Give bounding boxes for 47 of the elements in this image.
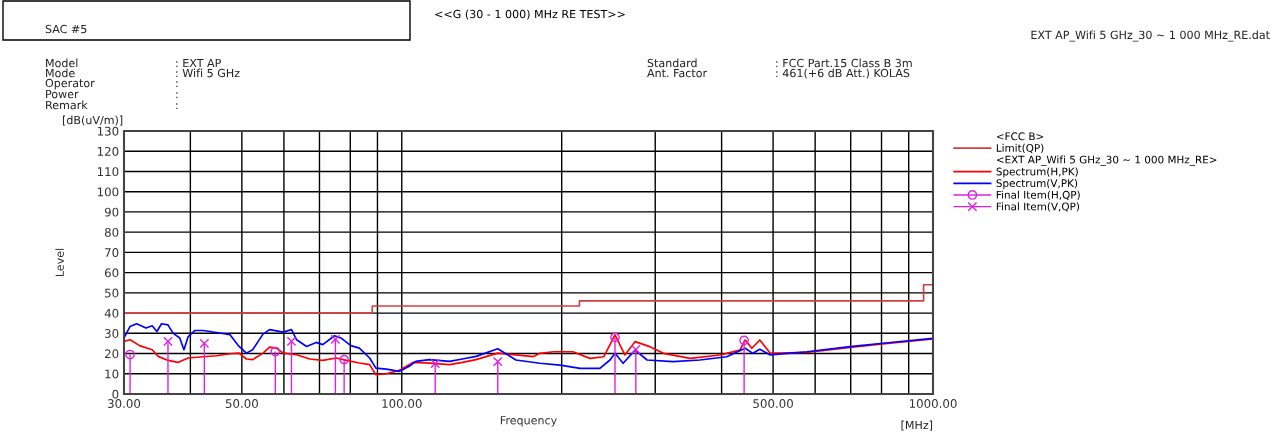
text: <EXT AP_Wifi 5 GHz_30 ~ 1 000 MHz_RE> <box>996 155 1217 166</box>
x-axis-title: Frequency <box>500 416 557 427</box>
y-tick-label: 110 <box>97 167 119 177</box>
text: <FCC B> <box>996 132 1044 141</box>
text: [dB(uV/m)] <box>62 115 123 126</box>
text: : Wifi 5 GHz <box>176 68 240 78</box>
y-tick-label: 20 <box>104 349 119 359</box>
text: : <box>176 103 178 110</box>
y-tick-label: 70 <box>105 248 119 258</box>
legend-label: Limit(QP) <box>996 143 1044 154</box>
legend-label: Spectrum(H,PK) <box>996 167 1078 178</box>
chart-title: <<G (30 - 1 000) MHz RE TEST>> <box>435 9 625 20</box>
y-tick-label: 10 <box>105 369 119 379</box>
x-tick-label: 1000.00 <box>909 399 957 408</box>
y-axis-title: Level <box>55 248 64 277</box>
text: Ant. Factor <box>647 68 708 78</box>
text: [MHz] <box>901 420 933 431</box>
text: EXT AP_Wifi 5 GHz_30 ~ 1 000 MHz_RE.dat <box>1031 30 1270 42</box>
legend-label: Final Item(H,QP) <box>996 190 1080 200</box>
y-tick-label: 40 <box>104 308 119 318</box>
y-tick-label: 0 <box>112 389 119 399</box>
y-tick-label: 60 <box>104 268 119 278</box>
text: : FCC Part.15 Class B 3m <box>776 58 912 68</box>
text: Remark <box>46 100 88 110</box>
x-tick-label: 500.00 <box>753 399 793 408</box>
legend-label: Final Item(V,QP) <box>996 202 1080 212</box>
text: Standard <box>647 58 697 68</box>
x-tick-label: 100.00 <box>382 399 422 408</box>
legend-label: Spectrum(V,PK) <box>996 179 1078 190</box>
y-tick-label: 120 <box>97 146 119 156</box>
y-tick-label: 50 <box>105 288 119 298</box>
text: : EXT AP <box>176 58 221 68</box>
text: SAC #5 <box>45 24 87 34</box>
text: Power <box>46 89 79 99</box>
x-tick-label: 50.00 <box>225 399 258 408</box>
y-tick-label: 100 <box>97 187 119 197</box>
y-tick-label: 80 <box>104 227 119 237</box>
y-tick-label: 30 <box>105 329 119 338</box>
y-tick-label: 90 <box>104 207 119 217</box>
text: Model <box>46 58 78 68</box>
text: : <box>176 92 178 99</box>
text: Operator <box>45 78 95 90</box>
text: : 461(+6 dB Att.) KOLAS <box>776 68 910 79</box>
text: Mode <box>46 68 75 78</box>
text: : <box>176 81 178 88</box>
y-tick-label: 130 <box>97 126 119 136</box>
x-tick-label: 30.00 <box>108 399 141 408</box>
